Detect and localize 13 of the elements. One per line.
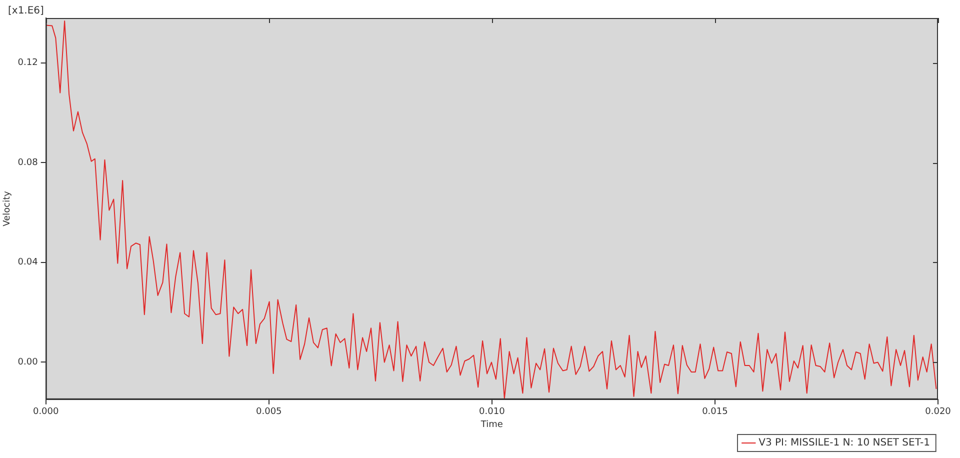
x-tick-label: 0.000 bbox=[32, 407, 59, 418]
y-tick-label: 0.04 bbox=[18, 258, 38, 268]
legend-label: V3 PI: MISSILE-1 N: 10 NSET SET-1 bbox=[758, 438, 930, 449]
y-tick-label: 0.00 bbox=[18, 357, 38, 368]
x-tick-label: 0.020 bbox=[925, 407, 952, 418]
x-tick-label: 0.015 bbox=[702, 407, 728, 418]
x-tick-label: 0.005 bbox=[256, 407, 282, 418]
y-axis-title: Velocity bbox=[2, 190, 13, 226]
text: [x1.E6] bbox=[8, 6, 44, 17]
x-tick-label: 0.010 bbox=[479, 407, 506, 418]
y-tick-label: 0.08 bbox=[18, 158, 38, 168]
x-axis-title: Time bbox=[480, 420, 504, 430]
y-tick-label: 0.12 bbox=[18, 58, 38, 68]
